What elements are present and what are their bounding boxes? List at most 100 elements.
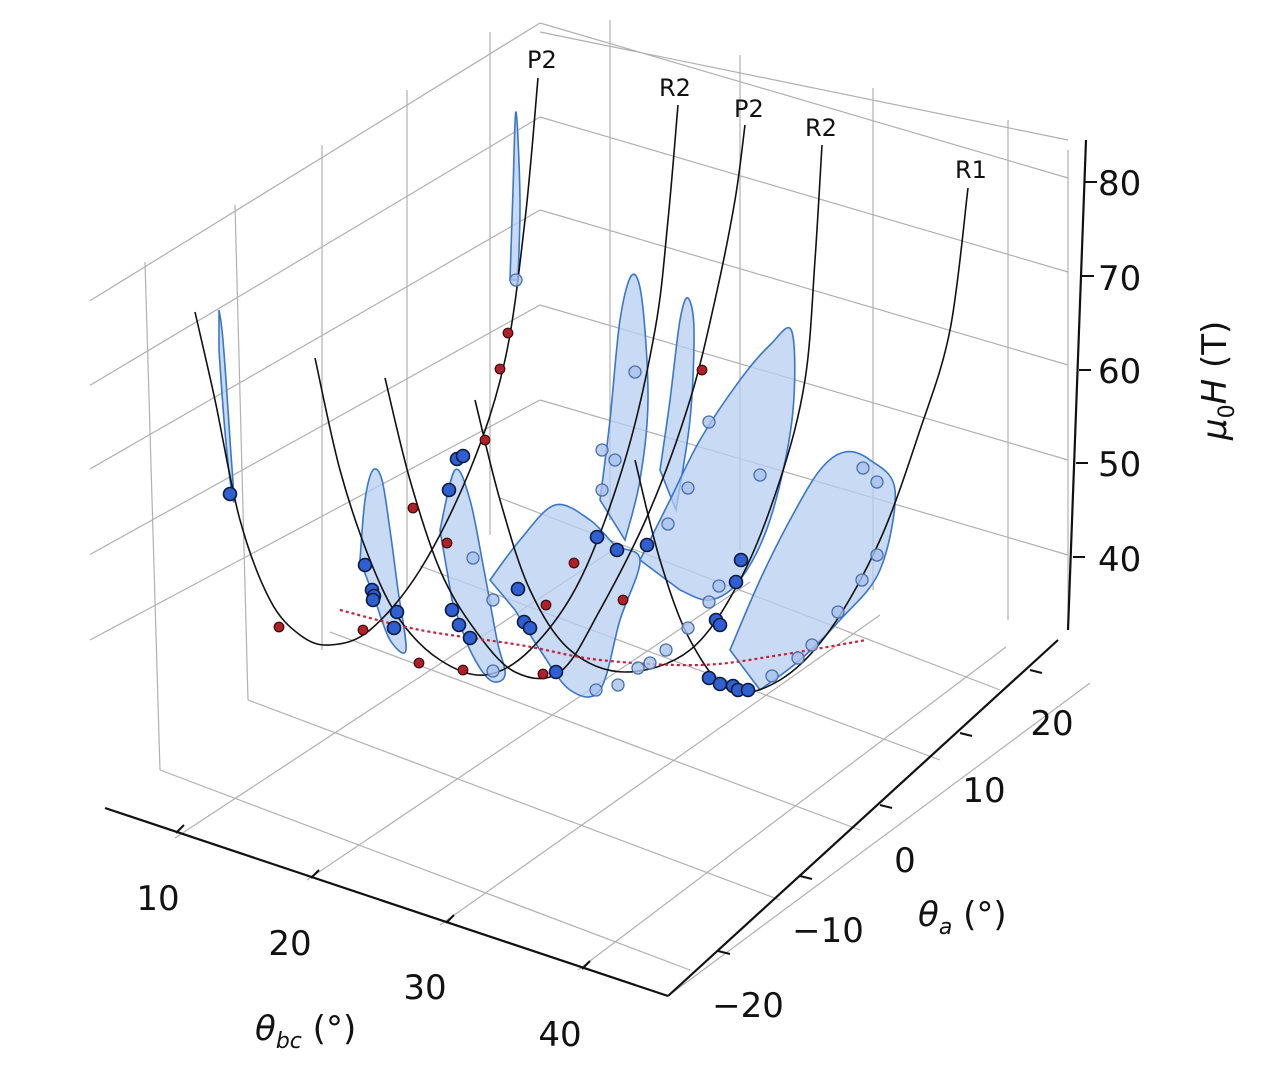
wall-grid-line (89, 304, 541, 556)
y-axis-tick (879, 804, 893, 809)
data-point-dark (222, 486, 238, 502)
data-point-dark (609, 542, 625, 558)
curve-label: R2 (659, 74, 691, 102)
wall-grid-line (89, 209, 541, 470)
z-tick-label: 60 (1098, 352, 1141, 392)
data-point-light (608, 453, 622, 467)
data-point-red (696, 364, 708, 376)
surface-patch (439, 468, 506, 683)
data-point-red (568, 557, 580, 569)
data-point-light (643, 656, 657, 670)
wall-grid-line (539, 209, 1069, 366)
data-point-dark (451, 617, 467, 633)
grid-layer (89, 20, 1091, 997)
theory-curve (314, 104, 679, 677)
z-tick-label: 70 (1098, 259, 1141, 299)
theory-curve (384, 124, 746, 680)
wall-grid-line (89, 399, 541, 641)
wall-grid-line (539, 22, 1069, 179)
y-axis-tick (959, 732, 973, 737)
data-point-red (502, 327, 514, 339)
data-point-light (595, 443, 609, 457)
data-point-dark (357, 557, 373, 573)
z-axis-title-subscript: 0 (1215, 404, 1240, 418)
data-point-light (856, 461, 870, 475)
x-axis-title-subscript: bc (276, 1029, 302, 1054)
data-point-dark (462, 630, 478, 646)
surface-patch (509, 111, 521, 281)
wall-grid-line (539, 116, 1069, 273)
floor-grid-line (306, 581, 751, 881)
theory-curve (634, 187, 969, 694)
x-axis-title-symbol: θ (255, 1009, 276, 1049)
data-point-light (661, 517, 675, 531)
z-axis-title: μ0H (T) (1195, 321, 1240, 441)
data-point-dark (455, 448, 471, 464)
surface-patch (488, 503, 641, 698)
z-tick-label: 50 (1098, 445, 1141, 485)
data-point-dark (728, 574, 744, 590)
data-point-light (753, 468, 767, 482)
data-point-dark (733, 552, 749, 568)
data-point-light (611, 678, 625, 692)
x-tick-label: 30 (403, 968, 446, 1008)
data-point-dark (740, 682, 756, 698)
y-tick-label: −20 (712, 986, 784, 1026)
surface-layer (218, 111, 897, 698)
point-layer (222, 273, 884, 698)
x-axis-tick (445, 914, 455, 924)
data-point-light (595, 483, 609, 497)
data-point-light (486, 593, 500, 607)
data-point-dark (444, 602, 460, 618)
z-tick-label: 40 (1098, 540, 1141, 580)
y-axis-tick (799, 875, 813, 880)
data-point-light (855, 573, 869, 587)
wall-grid-line (144, 261, 161, 771)
data-point-dark (712, 676, 728, 692)
data-point-red (540, 599, 552, 611)
y-tick-label: 20 (1030, 704, 1073, 744)
floor-grid-line (159, 769, 691, 971)
floor-grid-line (667, 682, 1091, 997)
y-axis-tick (1029, 669, 1043, 674)
data-point-red (479, 434, 491, 446)
data-point-dark (712, 617, 728, 633)
data-point-light (870, 548, 884, 562)
data-point-red (407, 502, 419, 514)
data-point-light (466, 551, 480, 565)
data-point-red (273, 621, 285, 633)
z-axis-line (1066, 139, 1088, 631)
y-tick-label: 0 (894, 841, 916, 881)
data-point-light (628, 365, 642, 379)
surface-patch (599, 273, 649, 543)
theory-curve (474, 144, 823, 673)
x-axis-tick (581, 960, 591, 970)
data-point-light (702, 595, 716, 609)
y-axis-tick (717, 950, 731, 955)
data-point-dark (701, 670, 717, 686)
y-axis-title-symbol: θ (918, 895, 939, 935)
wall-grid-line (89, 22, 541, 302)
data-point-dark (548, 664, 564, 680)
minimum-line (339, 608, 867, 667)
x-axis-tick (175, 824, 185, 834)
y-tick-label: −10 (792, 911, 864, 951)
data-point-light (702, 415, 716, 429)
data-point-red (457, 664, 469, 676)
data-point-dark (365, 592, 381, 608)
data-point-light (765, 669, 779, 683)
data-point-light (791, 651, 805, 665)
data-point-red (617, 594, 629, 606)
x-axis-line (104, 806, 669, 998)
data-point-dark (441, 482, 457, 498)
data-point-light (712, 579, 726, 593)
data-point-dark (589, 529, 605, 545)
data-point-red (494, 363, 506, 375)
x-axis-title-unit: (°) (302, 1009, 356, 1049)
surface-patch (659, 296, 695, 514)
data-point-light (509, 273, 523, 287)
x-tick-label: 10 (136, 879, 179, 919)
data-point-dark (386, 620, 402, 636)
x-axis-tick (310, 869, 320, 879)
